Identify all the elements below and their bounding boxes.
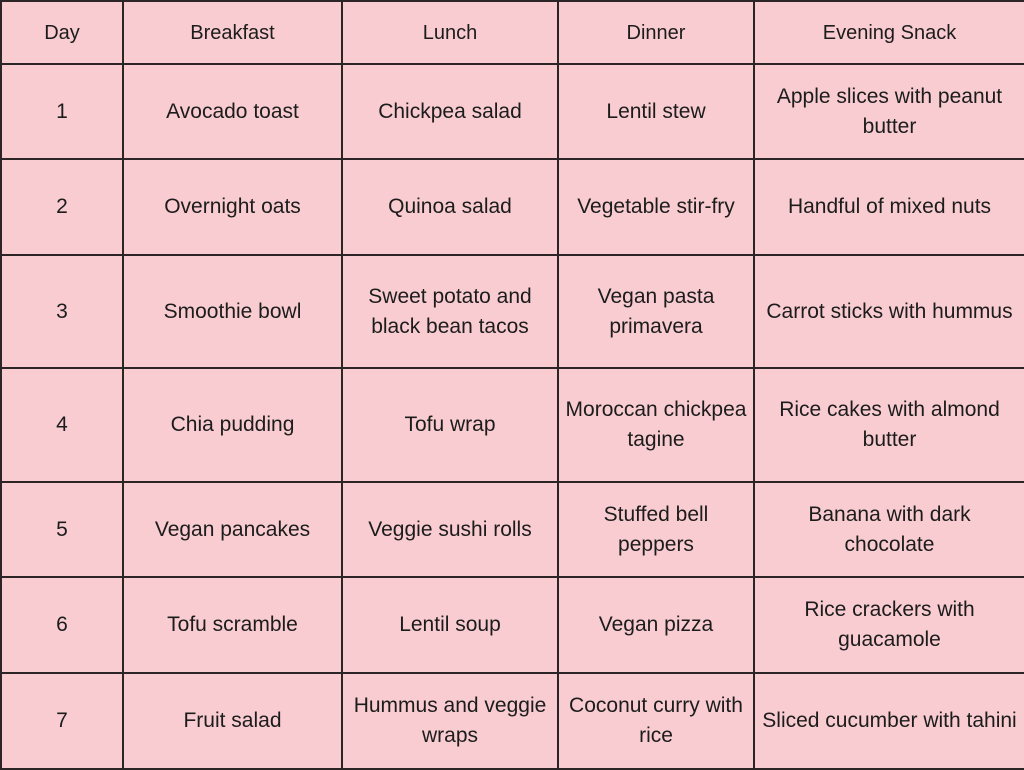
cell-breakfast: Overnight oats [122,158,343,256]
cell-snack: Rice crackers with guacamole [753,576,1024,674]
cell-day: 7 [0,672,124,770]
cell-snack: Handful of mixed nuts [753,158,1024,256]
header-breakfast: Breakfast [122,0,343,65]
cell-day: 5 [0,481,124,578]
table-row: 7 Fruit salad Hummus and veggie wraps Co… [0,672,1024,770]
header-dinner: Dinner [557,0,755,65]
table-row: 3 Smoothie bowl Sweet potato and black b… [0,254,1024,369]
cell-day: 3 [0,254,124,369]
cell-breakfast: Fruit salad [122,672,343,770]
header-lunch: Lunch [341,0,559,65]
cell-dinner: Vegan pasta primavera [557,254,755,369]
cell-day: 6 [0,576,124,674]
header-row: Day Breakfast Lunch Dinner Evening Snack [0,0,1024,65]
cell-day: 1 [0,63,124,160]
cell-lunch: Tofu wrap [341,367,559,483]
cell-dinner: Moroccan chickpea tagine [557,367,755,483]
cell-lunch: Hummus and veggie wraps [341,672,559,770]
cell-day: 2 [0,158,124,256]
cell-lunch: Quinoa salad [341,158,559,256]
cell-dinner: Vegetable stir-fry [557,158,755,256]
cell-snack: Apple slices with peanut butter [753,63,1024,160]
header-day: Day [0,0,124,65]
cell-snack: Carrot sticks with hummus [753,254,1024,369]
cell-dinner: Lentil stew [557,63,755,160]
table-row: 1 Avocado toast Chickpea salad Lentil st… [0,63,1024,160]
cell-breakfast: Smoothie bowl [122,254,343,369]
cell-day: 4 [0,367,124,483]
table-row: 5 Vegan pancakes Veggie sushi rolls Stuf… [0,481,1024,578]
cell-snack: Sliced cucumber with tahini [753,672,1024,770]
cell-snack: Rice cakes with almond butter [753,367,1024,483]
cell-breakfast: Chia pudding [122,367,343,483]
cell-dinner: Coconut curry with rice [557,672,755,770]
cell-lunch: Chickpea salad [341,63,559,160]
table-row: 2 Overnight oats Quinoa salad Vegetable … [0,158,1024,256]
table-row: 6 Tofu scramble Lentil soup Vegan pizza … [0,576,1024,674]
cell-snack: Banana with dark chocolate [753,481,1024,578]
cell-lunch: Veggie sushi rolls [341,481,559,578]
header-evening-snack: Evening Snack [753,0,1024,65]
cell-breakfast: Tofu scramble [122,576,343,674]
cell-lunch: Sweet potato and black bean tacos [341,254,559,369]
cell-lunch: Lentil soup [341,576,559,674]
table-row: 4 Chia pudding Tofu wrap Moroccan chickp… [0,367,1024,483]
cell-dinner: Vegan pizza [557,576,755,674]
cell-dinner: Stuffed bell peppers [557,481,755,578]
cell-breakfast: Vegan pancakes [122,481,343,578]
cell-breakfast: Avocado toast [122,63,343,160]
